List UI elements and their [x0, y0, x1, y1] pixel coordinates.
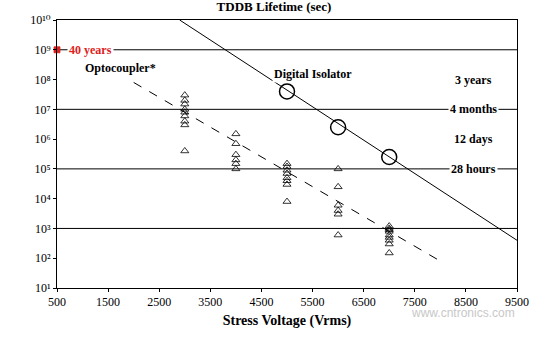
svg-text:9500: 9500	[505, 295, 529, 309]
svg-text:2500: 2500	[147, 295, 171, 309]
svg-text:12 days: 12 days	[454, 132, 493, 146]
svg-text:8500: 8500	[454, 295, 478, 309]
svg-text:10⁶: 10⁶	[34, 132, 50, 146]
svg-text:Optocoupler*: Optocoupler*	[85, 61, 156, 75]
svg-text:40 years: 40 years	[69, 43, 112, 57]
svg-text:10¹: 10¹	[35, 281, 51, 295]
svg-text:500: 500	[48, 295, 66, 309]
svg-text:10⁴: 10⁴	[34, 192, 50, 206]
svg-text:Digital Isolator: Digital Isolator	[274, 67, 352, 81]
svg-text:Stress Voltage (Vrms): Stress Voltage (Vrms)	[223, 313, 352, 329]
svg-text:7500: 7500	[403, 295, 427, 309]
svg-text:3 years: 3 years	[455, 73, 492, 87]
svg-text:10²: 10²	[35, 251, 51, 265]
svg-text:10⁷: 10⁷	[34, 103, 50, 117]
svg-text:TDDB Lifetime (sec): TDDB Lifetime (sec)	[217, 0, 332, 14]
svg-text:10¹⁰: 10¹⁰	[30, 13, 51, 27]
svg-text:3500: 3500	[198, 295, 222, 309]
svg-text:10⁵: 10⁵	[34, 162, 50, 176]
svg-text:4500: 4500	[249, 295, 273, 309]
svg-text:28 hours: 28 hours	[451, 162, 496, 176]
svg-text:4 months: 4 months	[450, 102, 497, 116]
svg-text:10⁸: 10⁸	[34, 73, 50, 87]
svg-text:www.cntronics.com: www.cntronics.com	[411, 306, 515, 320]
svg-text:10⁹: 10⁹	[34, 43, 50, 57]
svg-text:6500: 6500	[352, 295, 376, 309]
svg-text:1500: 1500	[96, 295, 120, 309]
svg-text:5500: 5500	[301, 295, 325, 309]
svg-text:10³: 10³	[35, 222, 51, 236]
